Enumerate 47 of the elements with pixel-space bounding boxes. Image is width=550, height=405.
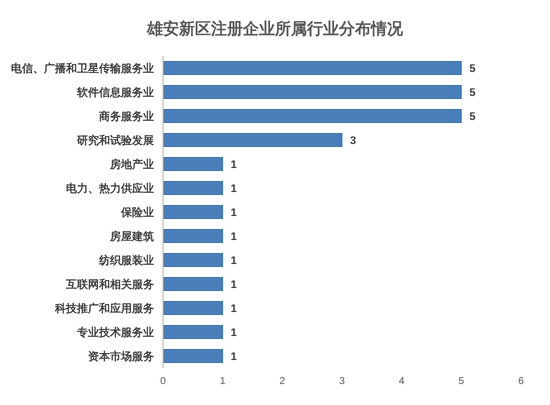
data-label: 1 [230, 327, 237, 339]
bar [162, 349, 224, 363]
bar [162, 253, 224, 267]
y-tick-label: 科技推广和应用服务 [54, 302, 154, 315]
y-tick-label: 研究和试验发展 [76, 134, 154, 147]
y-tick-label: 软件信息服务业 [76, 86, 154, 99]
bar [162, 325, 224, 339]
y-tick-label: 商务服务业 [98, 110, 154, 123]
y-tick-label: 保险业 [120, 206, 154, 219]
x-tick-label: 5 [458, 376, 465, 387]
y-tick-label: 资本市场服务 [88, 350, 154, 363]
y-tick-label: 电信、广播和卫星传输服务业 [11, 62, 154, 75]
x-tick-label: 3 [339, 376, 346, 387]
bar [162, 205, 224, 219]
y-tick-label: 纺织服装业 [98, 254, 154, 267]
bar [162, 229, 224, 243]
y-tick-label: 房地产业 [109, 158, 154, 171]
x-tick-label: 1 [220, 376, 226, 387]
x-tick-label: 4 [398, 376, 405, 387]
chart-title: 雄安新区注册企业所属行业分布情况 [146, 19, 404, 38]
data-label: 1 [230, 231, 237, 243]
y-tick-label: 房屋建筑 [109, 230, 154, 243]
data-label: 1 [230, 183, 237, 195]
data-label: 1 [230, 279, 237, 291]
bar [162, 157, 224, 171]
bar [162, 277, 224, 291]
bar [162, 61, 462, 75]
y-tick-label: 互联网和相关服务 [65, 278, 154, 291]
data-label: 5 [469, 111, 476, 123]
bar [162, 133, 342, 147]
x-tick-label: 6 [518, 376, 524, 387]
bar [162, 109, 462, 123]
bar [162, 85, 462, 99]
x-tick-label: 2 [280, 376, 286, 387]
bar [162, 301, 224, 315]
y-tick-label: 电力、热力供应业 [66, 182, 154, 195]
data-label: 1 [230, 351, 237, 363]
data-label: 5 [469, 87, 476, 99]
data-label: 1 [230, 207, 237, 219]
data-label: 1 [230, 159, 237, 171]
bar [162, 181, 224, 195]
y-tick-label: 专业技术服务业 [76, 326, 154, 339]
data-label: 3 [350, 135, 356, 147]
x-tick-label: 0 [160, 376, 166, 387]
data-label: 5 [469, 63, 476, 75]
data-label: 1 [230, 303, 237, 315]
data-label: 1 [230, 255, 237, 267]
